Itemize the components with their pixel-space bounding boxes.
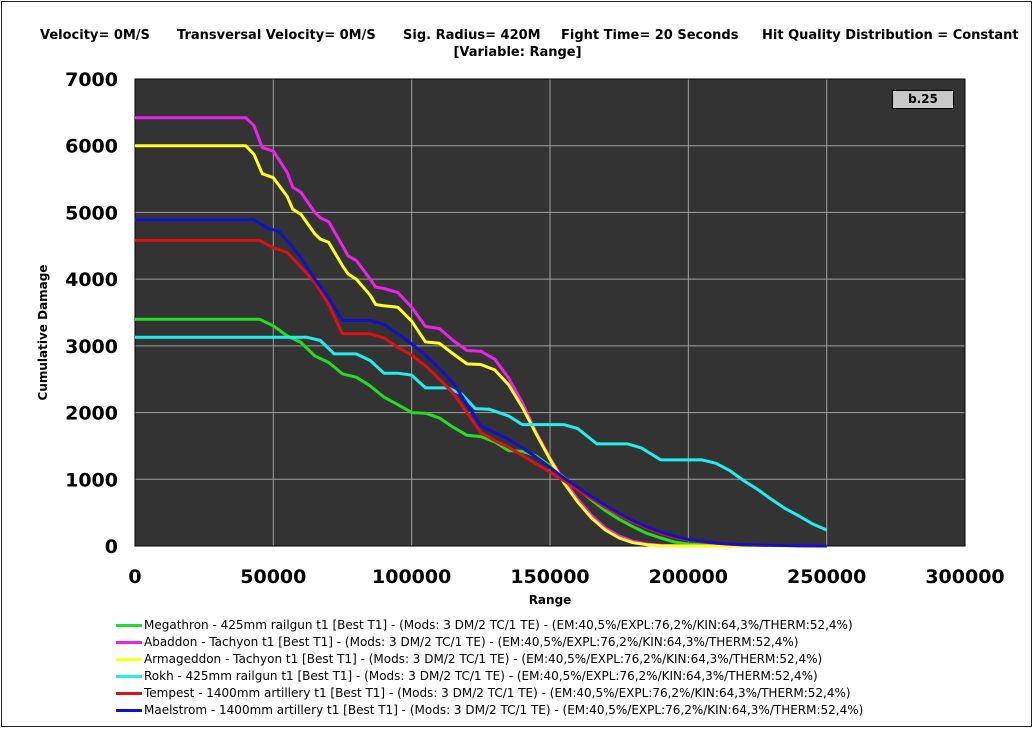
series-line-3 (135, 335, 828, 532)
header-fight-time: Fight Time= 20 Seconds (561, 28, 739, 43)
x-tick-label: 100000 (372, 566, 451, 588)
series-line-0 (135, 317, 827, 548)
y-tick-label: 5000 (65, 202, 118, 224)
legend-swatch (116, 641, 142, 644)
legend-item: Rokh - 425mm railgun t1 [Best T1] - (Mod… (116, 668, 863, 685)
legend-label: Megathron - 425mm railgun t1 [Best T1] -… (144, 618, 853, 632)
legend-label: Maelstrom - 1400mm artillery t1 [Best T1… (144, 703, 864, 717)
series-lines (135, 116, 828, 548)
y-tick-label: 4000 (65, 269, 118, 291)
series-line-5 (135, 218, 827, 548)
legend: Megathron - 425mm railgun t1 [Best T1] -… (116, 617, 863, 719)
legend-swatch (116, 675, 142, 678)
x-tick-label: 0 (128, 566, 141, 588)
legend-item: Armageddon - Tachyon t1 [Best T1] - (Mod… (116, 651, 863, 668)
header-velocity: Velocity= 0M/S (40, 28, 150, 43)
x-tick-label: 200000 (649, 566, 728, 588)
y-axis-label: Cumulative Damage (36, 265, 50, 401)
legend-item: Abaddon - Tachyon t1 [Best T1] - (Mods: … (116, 634, 863, 651)
header-variable: [Variable: Range] (453, 45, 582, 60)
legend-swatch (116, 709, 142, 712)
legend-label: Abaddon - Tachyon t1 [Best T1] - (Mods: … (144, 635, 799, 649)
header-sig-radius: Sig. Radius= 420M (403, 28, 541, 43)
y-tick-label: 7000 (65, 69, 118, 91)
header-hit-quality: Hit Quality Distribution = Constant (762, 28, 1019, 43)
header-transversal-velocity: Transversal Velocity= 0M/S (177, 28, 376, 43)
legend-label: Armageddon - Tachyon t1 [Best T1] - (Mod… (144, 652, 823, 666)
legend-item: Maelstrom - 1400mm artillery t1 [Best T1… (116, 702, 863, 719)
y-axis-ticks: 0 1000 2000 3000 4000 5000 6000 7000 (65, 69, 118, 558)
x-axis-ticks: 0 50000 100000 150000 200000 250000 300000 (128, 566, 1004, 588)
legend-item: Tempest - 1400mm artillery t1 [Best T1] … (116, 685, 863, 702)
y-tick-label: 1000 (65, 469, 118, 491)
legend-swatch (116, 658, 142, 661)
version-badge: b.25 (892, 90, 954, 109)
x-tick-label: 250000 (787, 566, 866, 588)
y-tick-label: 3000 (65, 336, 118, 358)
plot-border (134, 78, 966, 547)
y-tick-label: 0 (105, 536, 118, 558)
series-line-1 (135, 116, 827, 548)
y-tick-label: 2000 (65, 403, 118, 425)
legend-item: Megathron - 425mm railgun t1 [Best T1] -… (116, 617, 863, 634)
x-tick-label: 50000 (240, 566, 306, 588)
x-tick-label: 300000 (925, 566, 1004, 588)
x-tick-label: 150000 (510, 566, 589, 588)
series-line-2 (135, 144, 827, 548)
legend-swatch (116, 624, 142, 627)
legend-label: Rokh - 425mm railgun t1 [Best T1] - (Mod… (144, 669, 818, 683)
legend-label: Tempest - 1400mm artillery t1 [Best T1] … (144, 686, 851, 700)
y-tick-label: 6000 (65, 136, 118, 158)
x-axis-label: Range (529, 593, 572, 607)
legend-swatch (116, 692, 142, 695)
